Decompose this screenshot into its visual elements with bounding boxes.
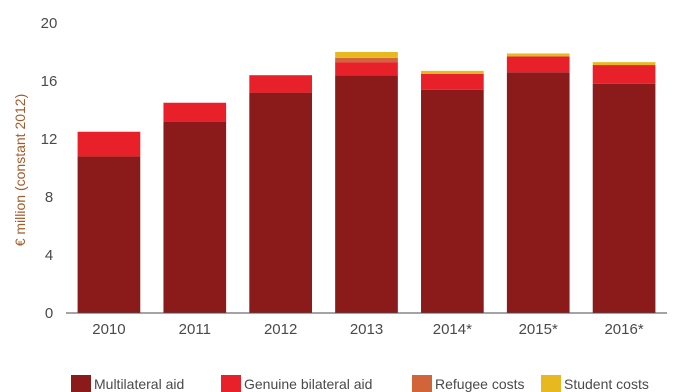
legend-item: Student costs — [541, 375, 649, 392]
bar-segment-student-costs — [335, 52, 398, 58]
bar-segment-genuine-bilateral-aid — [249, 75, 312, 93]
bar-segment-genuine-bilateral-aid — [506, 56, 570, 73]
bar-segment-student-costs — [506, 53, 570, 57]
y-tick-label: 0 — [45, 305, 53, 322]
bar-segment-student-costs — [592, 62, 656, 66]
y-tick-label: 12 — [41, 131, 58, 148]
legend-item: Multilateral aid — [71, 375, 184, 392]
legend-label: Refugee costs — [435, 376, 525, 392]
bar-segment-multilateral-aid — [421, 89, 484, 313]
y-tick-label: 16 — [41, 73, 58, 90]
bar-segment-multilateral-aid — [77, 156, 141, 313]
legend-swatch — [71, 375, 91, 392]
bar-segment-refugee-costs — [335, 57, 398, 63]
y-axis-label: € million (constant 2012) — [12, 94, 28, 247]
bar-segment-multilateral-aid — [335, 75, 398, 313]
bar-segment-genuine-bilateral-aid — [592, 65, 656, 84]
y-tick-label: 20 — [41, 15, 58, 32]
legend-label: Genuine bilateral aid — [244, 376, 372, 392]
bar-segment-multilateral-aid — [249, 92, 312, 313]
legend-swatch — [221, 375, 241, 392]
legend-label: Multilateral aid — [94, 376, 184, 392]
x-tick-label: 2014* — [433, 321, 472, 338]
legend-label: Student costs — [564, 376, 649, 392]
x-axis-ticks: 2010 2011 2012 2013 2014* 2015* 2016* — [92, 321, 644, 338]
bar-segment-multilateral-aid — [506, 72, 570, 313]
legend-item: Refugee costs — [412, 375, 525, 392]
x-tick-label: 2016* — [604, 321, 643, 338]
bar-segment-genuine-bilateral-aid — [77, 131, 141, 157]
bar-segment-multilateral-aid — [163, 121, 227, 313]
bar-segment-multilateral-aid — [592, 83, 656, 314]
bar-segment-genuine-bilateral-aid — [163, 102, 227, 122]
x-tick-label: 2013 — [350, 321, 383, 338]
x-tick-label: 2015* — [519, 321, 558, 338]
y-tick-label: 4 — [45, 247, 53, 264]
x-tick-label: 2011 — [179, 321, 211, 338]
x-tick-label: 2010 — [92, 321, 125, 338]
bars — [77, 52, 656, 314]
y-axis-ticks: 0 4 8 12 16 20 — [41, 15, 58, 322]
x-tick-label: 2012 — [264, 321, 297, 338]
legend: Multilateral aid Genuine bilateral aid Ref… — [71, 375, 649, 392]
bar-segment-genuine-bilateral-aid — [335, 62, 398, 76]
bar-segment-student-costs — [421, 70, 484, 74]
legend-swatch — [412, 375, 432, 392]
legend-swatch — [541, 375, 561, 392]
bar-segment-genuine-bilateral-aid — [421, 73, 484, 90]
y-tick-label: 8 — [45, 189, 53, 206]
legend-item: Genuine bilateral aid — [221, 375, 372, 392]
